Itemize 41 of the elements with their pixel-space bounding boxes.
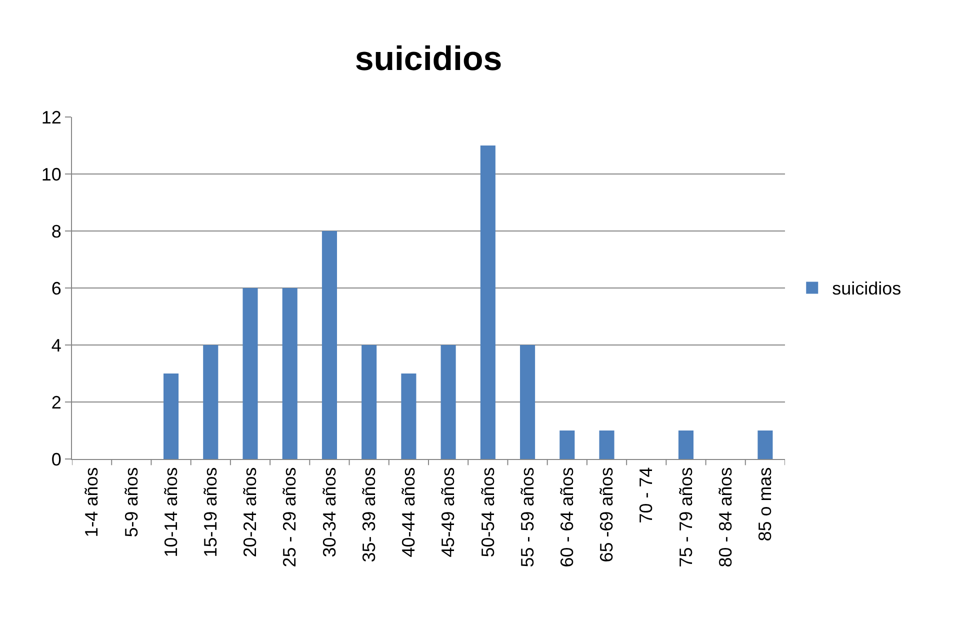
bar (362, 345, 377, 459)
x-tick-label: 35- 39 años (358, 467, 379, 562)
bar (401, 374, 416, 459)
x-tick-label: 60 - 64 años (556, 467, 577, 568)
y-tick-label: 10 (41, 164, 62, 184)
x-tick-label: 25 - 29 años (280, 467, 300, 568)
y-tick-label: 12 (41, 107, 62, 128)
x-tick-label: 65 -69 años (596, 467, 617, 562)
x-tick-label: 50-54 años (478, 467, 498, 558)
x-tick-label: 75 - 79 años (676, 467, 696, 568)
x-tick-label: 55 - 59 años (517, 467, 538, 568)
x-tick-label: 30-34 años (319, 467, 340, 558)
y-tick-label: 2 (51, 392, 62, 412)
x-tick-label: 45-49 años (438, 467, 458, 558)
chart-title: suicidios (354, 40, 502, 78)
x-tick-label: 10-14 años (160, 467, 181, 558)
x-tick-label: 5-9 años (121, 467, 142, 538)
y-tick-label: 0 (51, 449, 62, 470)
x-tick-label: 85 o mas (755, 467, 776, 542)
x-tick-label: 1-4 años (82, 467, 102, 538)
bar (678, 430, 694, 459)
bar (560, 430, 575, 459)
bar (758, 430, 773, 459)
x-tick-label: 80 - 84 años (715, 467, 736, 568)
bar (599, 430, 614, 459)
bar (203, 345, 218, 459)
x-tick-label: 70 - 74 (636, 467, 656, 524)
legend-label: suicidios (832, 278, 902, 299)
bar (164, 374, 179, 459)
bar (520, 345, 536, 459)
x-tick-label: 20-24 años (240, 467, 260, 558)
y-tick-label: 8 (51, 221, 62, 242)
bar (440, 345, 456, 459)
bar (322, 231, 337, 459)
bar (282, 288, 298, 459)
x-tick-label: 15-19 años (200, 467, 220, 558)
bar (242, 288, 258, 459)
y-tick-label: 6 (51, 278, 62, 298)
x-tick-label: 40-44 años (398, 467, 419, 558)
y-tick-label: 4 (51, 335, 62, 356)
bar (480, 146, 496, 459)
